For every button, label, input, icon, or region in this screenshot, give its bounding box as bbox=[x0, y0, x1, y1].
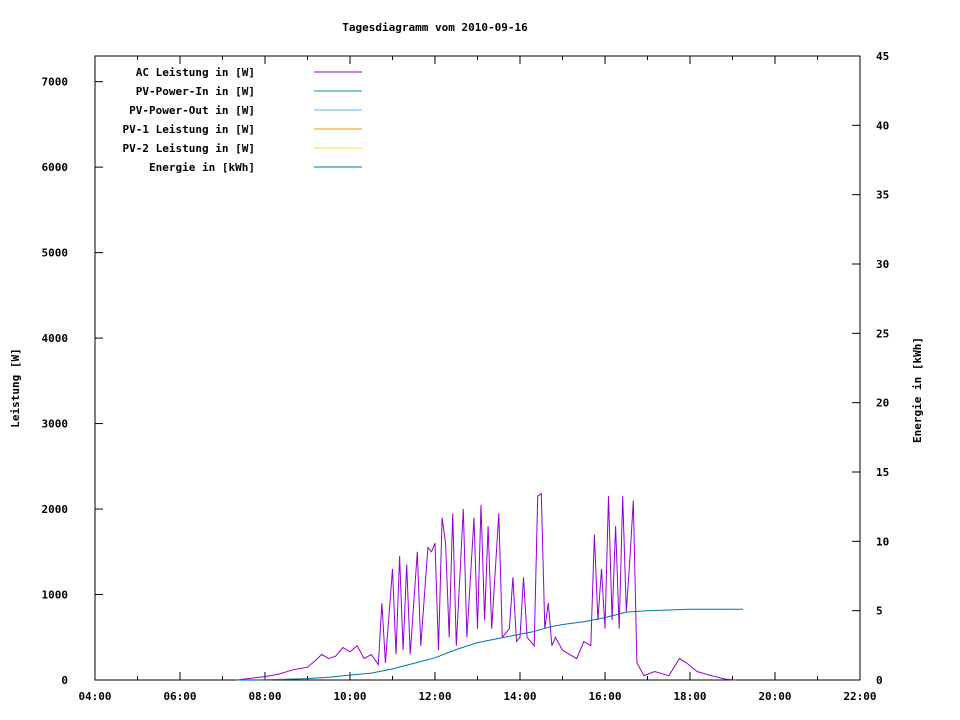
y2-tick-label: 35 bbox=[876, 189, 889, 202]
y-axis-label: Leistung [W] bbox=[9, 348, 22, 427]
y-tick-label: 5000 bbox=[42, 247, 69, 260]
y-tick-label: 6000 bbox=[42, 161, 69, 174]
legend-label: Energie in [kWh] bbox=[149, 161, 255, 174]
y2-axis-label: Energie in [kWh] bbox=[911, 337, 924, 443]
series-line bbox=[236, 492, 737, 681]
series-lines bbox=[236, 492, 744, 681]
y-tick-label: 1000 bbox=[42, 589, 69, 602]
y-tick-label: 4000 bbox=[42, 332, 69, 345]
axis-ticks: 04:00 06:00 08:00 10:00 12:00 14:00 16:00 18:00… bbox=[42, 50, 890, 703]
x-tick-label: 18:00 bbox=[673, 690, 706, 703]
x-tick-label: 20:00 bbox=[758, 690, 791, 703]
x-tick-label: 08:00 bbox=[248, 690, 281, 703]
y-tick-label: 3000 bbox=[42, 418, 69, 431]
y2-tick-label: 5 bbox=[876, 605, 883, 618]
y-tick-label: 2000 bbox=[42, 503, 69, 516]
legend: AC Leistung in [W] PV-Power-In in [W] PV-P… bbox=[123, 66, 362, 174]
x-tick-label: 14:00 bbox=[503, 690, 536, 703]
y2-tick-label: 0 bbox=[876, 674, 883, 687]
x-tick-label: 16:00 bbox=[588, 690, 621, 703]
y2-tick-label: 10 bbox=[876, 535, 889, 548]
legend-label: PV-1 Leistung in [W] bbox=[123, 123, 255, 136]
y2-tick-label: 40 bbox=[876, 119, 889, 132]
y2-tick-label: 15 bbox=[876, 466, 889, 479]
y2-tick-label: 20 bbox=[876, 397, 889, 410]
legend-label: PV-Power-In in [W] bbox=[136, 85, 255, 98]
chart-title: Tagesdiagramm vom 2010-09-16 bbox=[342, 21, 528, 34]
x-tick-label: 12:00 bbox=[418, 690, 451, 703]
y2-tick-label: 25 bbox=[876, 327, 889, 340]
y-tick-label: 7000 bbox=[42, 76, 69, 89]
x-tick-label: 10:00 bbox=[333, 690, 366, 703]
y2-tick-label: 30 bbox=[876, 258, 889, 271]
x-tick-label: 06:00 bbox=[163, 690, 196, 703]
legend-label: PV-2 Leistung in [W] bbox=[123, 142, 255, 155]
legend-label: PV-Power-Out in [W] bbox=[129, 104, 255, 117]
series-line bbox=[236, 608, 744, 681]
legend-label: AC Leistung in [W] bbox=[136, 66, 255, 79]
y-tick-label: 0 bbox=[61, 674, 68, 687]
x-tick-label: 22:00 bbox=[843, 690, 876, 703]
y2-tick-label: 45 bbox=[876, 50, 889, 63]
x-tick-label: 04:00 bbox=[78, 690, 111, 703]
